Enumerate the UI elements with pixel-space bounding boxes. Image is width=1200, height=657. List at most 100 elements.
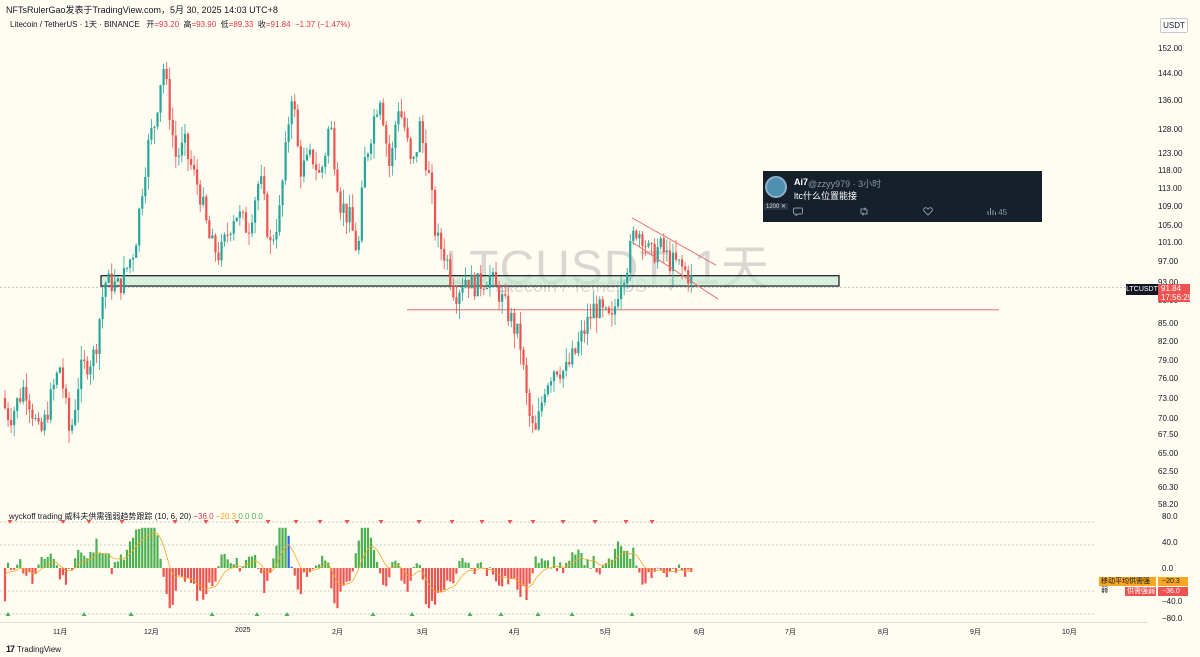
indicator-bar (647, 568, 650, 573)
candle-body (440, 232, 443, 250)
indicator-bar (586, 559, 589, 568)
indicator-bar (83, 555, 86, 568)
candle-body (156, 112, 159, 127)
indicator-chart[interactable] (0, 513, 1148, 623)
indicator-bar (34, 568, 37, 575)
indicator-bar (46, 556, 49, 568)
indicator-bar (659, 568, 662, 570)
candle-body (305, 154, 309, 161)
tradingview-logo-icon[interactable]: 17 (6, 644, 15, 654)
indicator-bar (214, 568, 217, 582)
candle-body (196, 169, 199, 185)
views-stat[interactable]: 45 (987, 207, 1007, 217)
candle-body (632, 230, 635, 241)
candle-body (443, 249, 446, 261)
sell-signal-icon (530, 520, 536, 524)
candle-body (168, 78, 171, 120)
candle-body (205, 196, 208, 221)
candle-body (113, 281, 116, 292)
indicator-bar (135, 529, 138, 568)
tweet-author[interactable]: Ai7 (794, 177, 809, 187)
change-value: −1.37 (−1.47%) (294, 20, 351, 29)
time-axis[interactable]: 11月 12月 2025 2月 3月 4月 5月 6月 7月 8月 9月 10月 (0, 622, 1148, 638)
indicator-bar (40, 556, 43, 568)
candle-body (10, 420, 13, 426)
candle-body (446, 259, 449, 261)
candle-body (101, 296, 104, 320)
indicator-bar (592, 555, 595, 568)
candle-body (433, 189, 437, 236)
indicator-bar (107, 553, 110, 568)
indicator-bar (363, 527, 366, 568)
candle-body (229, 233, 232, 235)
retweet-icon[interactable] (859, 207, 869, 218)
currency-badge[interactable]: USDT (1160, 18, 1188, 33)
brand-name[interactable]: TradingView (17, 644, 62, 654)
indicator-bar (86, 558, 89, 568)
sell-signal-icon (479, 520, 485, 524)
candle-body (455, 297, 458, 304)
candle-body (412, 156, 415, 159)
indicator-bar (98, 552, 101, 568)
price-tick: 60.30 (1158, 483, 1179, 492)
time-label: 9月 (970, 629, 981, 636)
candle-body (400, 111, 403, 118)
indicator-title[interactable]: wyckoff trading 威科夫供需强弱趋势跟踪 (10, 6, 20) … (9, 511, 263, 522)
avatar[interactable] (765, 176, 787, 198)
indicator-bar (101, 553, 104, 568)
time-label: 5月 (600, 629, 611, 636)
heart-icon[interactable] (923, 207, 933, 218)
candle-body (272, 239, 275, 241)
indicator-bar (452, 568, 455, 584)
ind-tick-80: 80.0 (1162, 512, 1178, 521)
candle-body (92, 349, 95, 367)
price-tick: 73.00 (1158, 394, 1179, 403)
tweet-card[interactable]: 1200 ✕ Ai7 @zzyy979 · 3小时 ltc什么位置能接 45 (763, 171, 1042, 222)
indicator-bar (217, 566, 220, 568)
indicator-bar (336, 568, 339, 609)
sell-signal-icon (378, 520, 384, 524)
candle-body (52, 384, 55, 390)
indicator-bar (257, 568, 260, 569)
indicator-bar (440, 568, 443, 593)
candle-body (586, 316, 589, 334)
candle-body (77, 389, 80, 410)
candle-body (613, 306, 617, 315)
sell-signal-icon (265, 520, 271, 524)
candle-body (653, 243, 656, 263)
candle-body (220, 241, 223, 261)
indicator-bar (604, 563, 607, 568)
candle-body (638, 234, 641, 239)
indicator-bar (427, 568, 431, 609)
indicator-bar (656, 567, 659, 569)
indicator-bar (58, 568, 61, 580)
indicator-bar (223, 553, 226, 568)
indicator-bar (52, 558, 55, 568)
candle-body (601, 299, 604, 308)
price-axis[interactable]: 152.00 144.00 136.00 128.00 123.00 118.00 113.… (1148, 30, 1200, 510)
indicator-bar (80, 552, 83, 568)
indicator-bar (449, 568, 452, 582)
indicator-bar (132, 537, 135, 568)
candle-body (485, 287, 488, 290)
candle-body (308, 149, 312, 155)
indicator-bar (369, 537, 373, 568)
price-tick: 152.00 (1158, 44, 1183, 53)
indicator-bar (226, 559, 229, 568)
last-price-countdown: 17:56:29 (1161, 293, 1193, 302)
indicator-bar (626, 550, 629, 568)
indicator-bar (623, 550, 626, 568)
ind-tick-40: 40.0 (1162, 538, 1178, 547)
reply-icon[interactable] (793, 207, 803, 218)
symbol-title[interactable]: Litecoin / TetherUS · 1天 · BINANCE (10, 20, 140, 29)
indicator-bar (321, 555, 324, 568)
candle-body (159, 85, 162, 113)
indicator-bar (232, 564, 235, 568)
indicator-bar (22, 568, 25, 574)
price-chart[interactable] (0, 30, 1148, 512)
indicator-bar (89, 551, 92, 568)
buy-signal-icon (209, 612, 215, 616)
tweet-handle[interactable]: @zzyy979 · 3小时 (808, 179, 882, 189)
indicator-bar (311, 568, 315, 570)
indicator-bar (315, 565, 318, 568)
